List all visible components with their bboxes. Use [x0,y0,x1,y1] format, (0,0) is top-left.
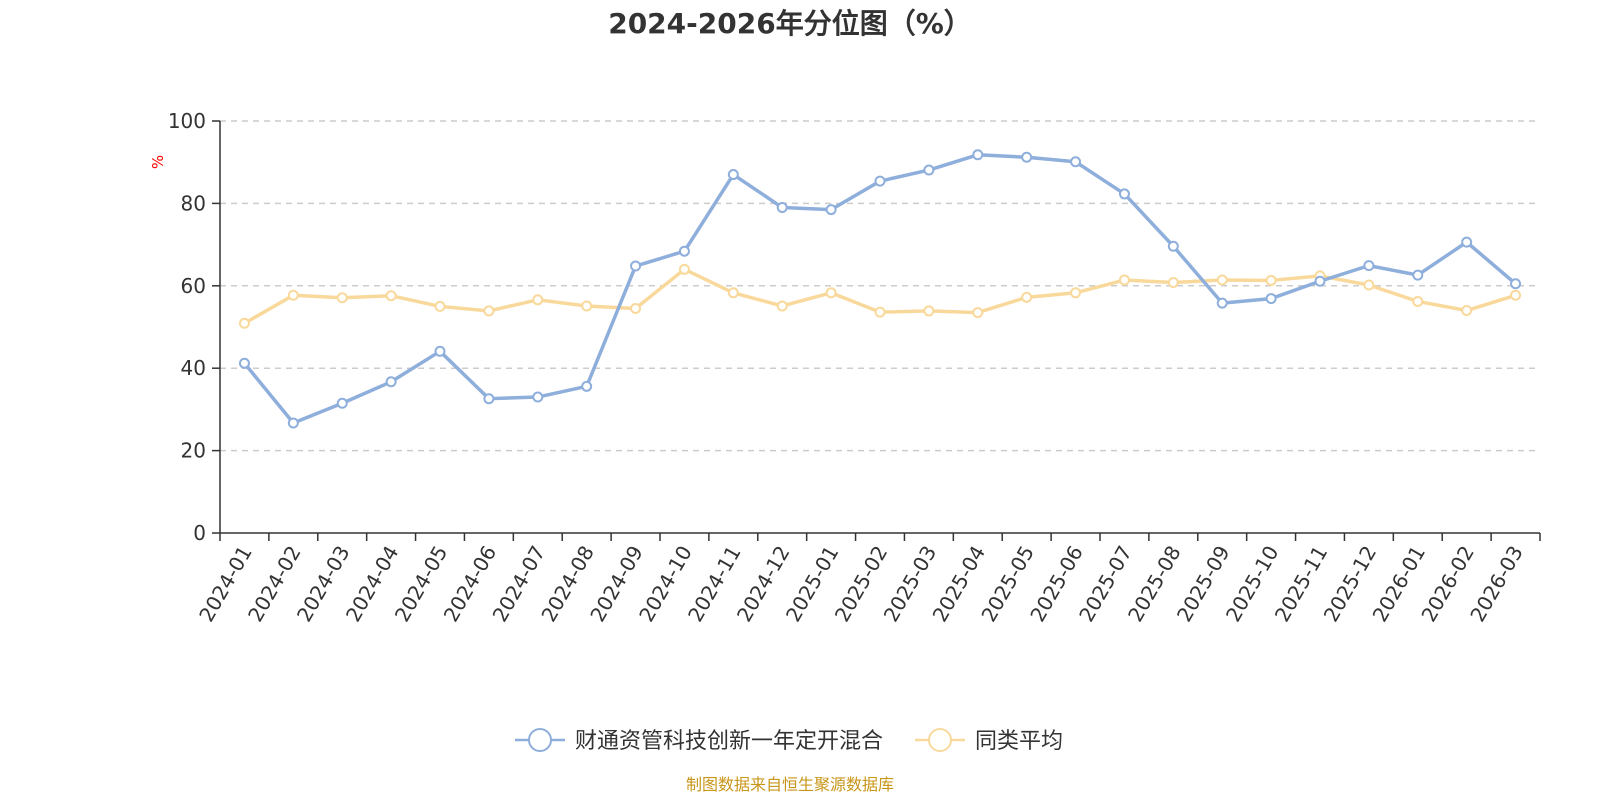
data-point [776,300,788,312]
data-point [1118,274,1130,286]
data-point [434,300,446,312]
y-tick-label: 20 [181,439,206,463]
y-tick-label: 60 [181,274,206,298]
data-point [630,260,642,272]
data-point [1070,287,1082,299]
data-point [1510,289,1522,301]
data-point [972,307,984,319]
data-point [336,397,348,409]
data-point [1363,260,1375,272]
data-point [1412,269,1424,281]
legend: 财通资管科技创新一年定开混合 同类平均 [515,728,1063,754]
data-point [1167,277,1179,289]
data-point [1412,295,1424,307]
grid-lines [220,120,1540,452]
data-point [923,164,935,176]
data-point [1021,151,1033,163]
data-point [972,149,984,161]
data-point [385,290,397,302]
data-point [385,376,397,388]
data-point [1265,293,1277,305]
data-point [287,417,299,429]
data-point [1167,240,1179,252]
data-point [1070,156,1082,168]
data-point [1461,236,1473,248]
data-point [434,345,446,357]
data-point [874,175,886,187]
data-point [1510,278,1522,290]
y-tick-label: 80 [181,191,206,215]
data-point [727,287,739,299]
data-point [678,263,690,275]
y-tick-label: 0 [193,521,206,545]
data-point [581,300,593,312]
legend-label: 财通资管科技创新一年定开混合 [575,729,883,754]
data-point [923,305,935,317]
chart-title: 2024-2026年分位图（%） [608,7,972,40]
data-point [1216,297,1228,309]
data-point [727,169,739,181]
data-point [1314,275,1326,287]
data-point [483,393,495,405]
data-point [630,302,642,314]
data-point [1216,274,1228,286]
data-point [1265,274,1277,286]
data-point [874,306,886,318]
y-axis-label: % [149,155,167,169]
data-point [287,289,299,301]
series-lines [238,149,1522,429]
data-point [581,380,593,392]
series-line [242,153,1518,425]
data-point [238,317,250,329]
data-point [532,391,544,403]
data-point [238,357,250,369]
legend-swatch-marker [528,728,552,752]
legend-swatch-marker [928,728,952,752]
data-point [678,245,690,257]
data-point [1363,279,1375,291]
data-point [1021,291,1033,303]
data-point [1461,305,1473,317]
data-point [776,202,788,214]
legend-label: 同类平均 [975,729,1063,754]
axes: 0204060801002024-012024-022024-032024-04… [168,109,1541,626]
data-point [483,305,495,317]
source-label: 制图数据来自恒生聚源数据库 [686,775,894,794]
y-tick-label: 40 [181,356,206,380]
data-point [825,204,837,216]
y-tick-label: 100 [168,109,206,133]
data-point [336,292,348,304]
data-point [532,294,544,306]
data-point [1118,188,1130,200]
data-point [825,287,837,299]
